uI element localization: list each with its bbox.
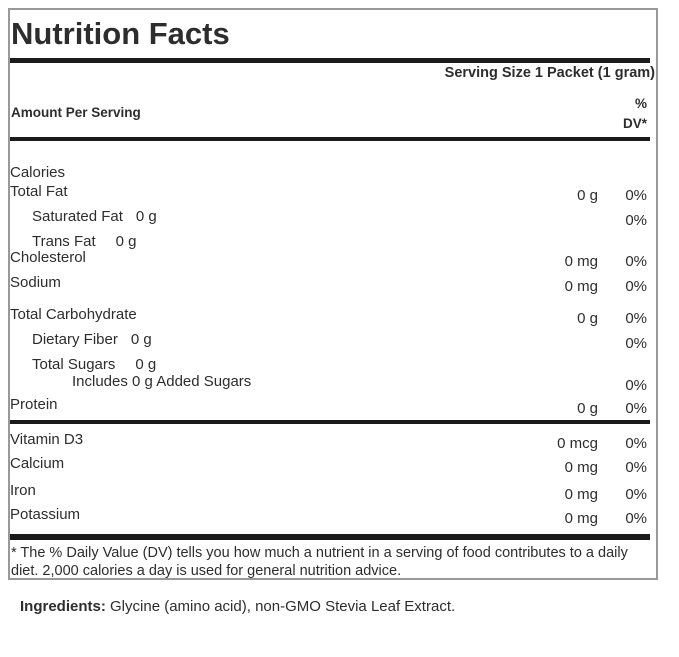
nutrient-name: Total Carbohydrate <box>10 306 137 323</box>
nutrient-name: Trans Fat 0 g <box>32 233 137 250</box>
nutrient-name: Vitamin D3 <box>10 431 84 448</box>
nutrient-row-total-sugars: Total Sugars 0 g <box>10 355 655 376</box>
nutrient-name: Cholesterol <box>10 249 86 266</box>
nutrient-amount: 0 mg <box>564 459 598 476</box>
footnote-line-2: diet. 2,000 calories a day is used for g… <box>11 562 402 579</box>
nutrient-name: Iron <box>10 482 36 499</box>
nutrient-row-cholesterol: Cholesterol 0 mg 0% <box>10 248 655 270</box>
nutrient-name: Sodium <box>10 274 61 291</box>
divider-thick-header <box>10 137 650 141</box>
nutrient-dv: 0% <box>625 253 647 270</box>
nutrient-inline-amount: 0 g <box>135 208 157 225</box>
divider-thick-bottom <box>10 534 650 540</box>
serving-size-text: Serving Size 1 Packet (1 gram) <box>444 65 655 81</box>
nutrient-dv: 0% <box>625 510 647 527</box>
nutrient-amount: 0 mg <box>564 510 598 527</box>
nutrient-row-dietary-fiber: Dietary Fiber 0 g 0% <box>10 330 655 352</box>
nutrient-inline-amount: 0 g <box>130 331 152 348</box>
nutrient-name: Includes 0 g Added Sugars <box>72 373 252 390</box>
nutrient-dv: 0% <box>625 400 647 417</box>
divider-thick-vitamins <box>10 420 650 424</box>
panel-title: Nutrition Facts <box>11 16 230 51</box>
divider-thick-top <box>10 58 650 63</box>
amount-per-serving-label: Amount Per Serving <box>11 105 141 120</box>
nutrient-row-protein: Protein 0 g 0% <box>10 395 655 417</box>
nutrient-dv: 0% <box>625 486 647 503</box>
nutrient-row-calcium: Calcium 0 mg 0% <box>10 454 655 476</box>
nutrient-row-potassium: Potassium 0 mg 0% <box>10 505 655 527</box>
nutrient-amount: 0 g <box>577 187 598 204</box>
nutrient-row-total-carbohydrate: Total Carbohydrate 0 g 0% <box>10 305 655 327</box>
nutrient-name: Total Fat <box>10 183 68 200</box>
nutrient-dv: 0% <box>625 278 647 295</box>
nutrient-row-iron: Iron 0 mg 0% <box>10 481 655 503</box>
nutrient-name: Total Sugars 0 g <box>32 356 157 373</box>
nutrient-dv: 0% <box>625 435 647 452</box>
nutrient-dv: 0% <box>625 212 647 229</box>
nutrient-row-added-sugars: Includes 0 g Added Sugars 0% <box>10 372 655 394</box>
nutrient-inline-amount: 0 g <box>115 233 137 250</box>
ingredients-text: Glycine (amino acid), non-GMO Stevia Lea… <box>110 598 456 615</box>
footnote-line-1: * The % Daily Value (DV) tells you how m… <box>11 545 628 561</box>
nutrient-name: Dietary Fiber 0 g <box>32 331 152 348</box>
nutrient-amount: 0 g <box>577 310 598 327</box>
daily-value-header: % DV* <box>12 94 647 134</box>
nutrient-name: Protein <box>10 396 58 413</box>
nutrient-row-saturated-fat: Saturated Fat 0 g 0% <box>10 207 655 229</box>
nutrient-dv: 0% <box>625 310 647 327</box>
nutrient-name: Calories <box>10 164 66 181</box>
daily-value-header-percent: % <box>634 96 647 111</box>
nutrient-row-vitamin-d3: Vitamin D3 0 mcg 0% <box>10 430 655 452</box>
nutrient-name: Saturated Fat 0 g <box>32 208 157 225</box>
ingredients-statement: Ingredients: Glycine (amino acid), non-G… <box>20 597 455 617</box>
nutrient-amount: 0 mcg <box>557 435 598 452</box>
nutrient-row-trans-fat: Trans Fat 0 g <box>10 232 655 253</box>
nutrition-facts-panel <box>8 8 658 580</box>
daily-value-footnote: * The % Daily Value (DV) tells you how m… <box>11 545 647 580</box>
nutrient-amount: 0 mg <box>564 486 598 503</box>
nutrient-amount: 0 mg <box>564 253 598 270</box>
ingredients-label: Ingredients: <box>20 598 106 615</box>
nutrient-amount: 0 mg <box>564 278 598 295</box>
nutrient-dv: 0% <box>625 459 647 476</box>
nutrient-row-sodium: Sodium 0 mg 0% <box>10 273 655 295</box>
nutrient-inline-amount: 0 g <box>135 356 157 373</box>
nutrient-dv: 0% <box>625 335 647 352</box>
daily-value-header-dv: DV* <box>622 116 647 131</box>
nutrient-row-calories: Calories <box>10 163 655 184</box>
nutrient-dv: 0% <box>625 187 647 204</box>
nutrient-name: Calcium <box>10 455 65 472</box>
nutrient-name: Potassium <box>10 506 81 523</box>
nutrient-amount: 0 g <box>577 400 598 417</box>
nutrient-dv: 0% <box>625 377 647 394</box>
nutrient-row-total-fat: Total Fat 0 g 0% <box>10 182 655 204</box>
